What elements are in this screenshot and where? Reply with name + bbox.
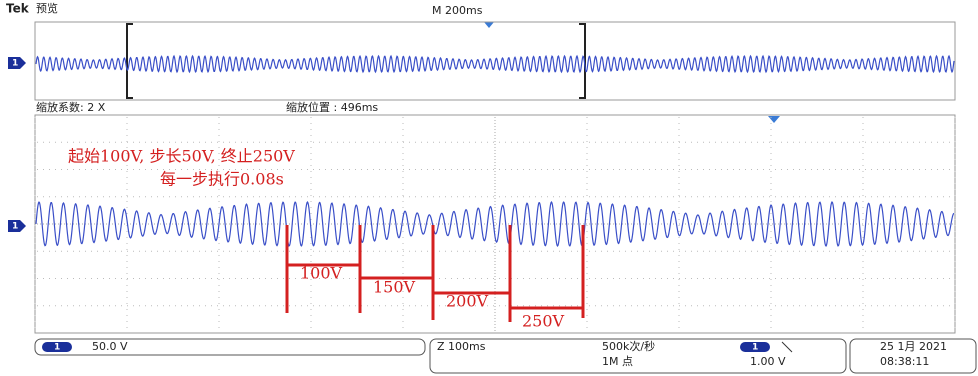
brand: Tek — [6, 2, 30, 16]
step-label: 100V — [300, 264, 343, 283]
zoom-position: 缩放位置 : 496ms — [286, 100, 378, 114]
oscilloscope-screen: Tek 预览 M 200ms 缩放系数: 2 X 缩放位置 : 496ms 起始… — [0, 0, 978, 376]
ch-label: 1 — [752, 343, 758, 353]
background — [0, 0, 978, 376]
annotation-line: 起始100V, 步长50V, 终止250V — [68, 147, 295, 166]
trigger-level: 1.00 V — [750, 355, 786, 368]
step-label: 150V — [373, 278, 416, 297]
ch-label: 1 — [12, 59, 18, 69]
record-length: 1M 点 — [602, 355, 633, 368]
ch-label: 1 — [12, 222, 18, 232]
sample-rate: 500k次/秒 — [602, 339, 655, 353]
step-label: 250V — [522, 312, 565, 331]
annotation-line: 每一步执行0.08s — [160, 170, 284, 189]
timebase: M 200ms — [432, 4, 483, 17]
date: 25 1月 2021 — [880, 340, 947, 353]
time: 08:38:11 — [880, 355, 929, 368]
mode: 预览 — [36, 1, 58, 15]
zoom-factor: 缩放系数: 2 X — [36, 100, 106, 114]
ch-label: 1 — [54, 343, 60, 353]
zoom-timebase: Z 100ms — [437, 340, 486, 353]
step-label: 200V — [446, 292, 489, 311]
ch1-scale: 50.0 V — [92, 340, 128, 353]
